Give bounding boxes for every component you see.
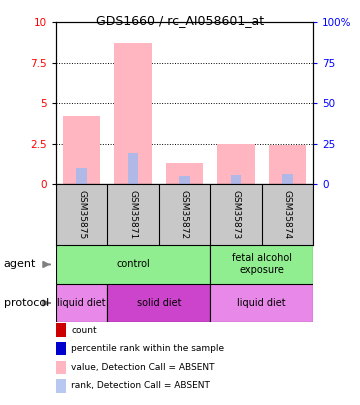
Bar	[231, 175, 241, 184]
Bar	[166, 163, 203, 184]
Bar	[210, 284, 313, 322]
Text: count: count	[71, 326, 97, 335]
Bar	[114, 43, 152, 184]
Text: solid diet: solid diet	[136, 298, 181, 308]
Bar	[63, 116, 100, 184]
Text: GSM35872: GSM35872	[180, 190, 189, 239]
Text: protocol: protocol	[4, 298, 49, 308]
Text: GSM35871: GSM35871	[129, 190, 138, 239]
Text: GDS1660 / rc_AI058601_at: GDS1660 / rc_AI058601_at	[96, 14, 264, 27]
Bar	[269, 145, 306, 184]
Bar	[107, 284, 210, 322]
Text: value, Detection Call = ABSENT: value, Detection Call = ABSENT	[71, 363, 215, 372]
Bar	[56, 284, 107, 322]
Bar	[76, 168, 87, 184]
Text: percentile rank within the sample: percentile rank within the sample	[71, 344, 224, 353]
Bar	[179, 176, 190, 184]
Bar	[217, 144, 255, 184]
Text: GSM35875: GSM35875	[77, 190, 86, 239]
Text: liquid diet: liquid diet	[57, 298, 106, 308]
Bar	[56, 245, 210, 284]
Text: liquid diet: liquid diet	[237, 298, 286, 308]
Bar	[282, 174, 293, 184]
Text: GSM35874: GSM35874	[283, 190, 292, 239]
Text: GSM35873: GSM35873	[231, 190, 240, 239]
Text: agent: agent	[4, 260, 36, 269]
Text: control: control	[116, 259, 150, 269]
Bar	[210, 245, 313, 284]
Text: fetal alcohol
exposure: fetal alcohol exposure	[232, 254, 292, 275]
Text: rank, Detection Call = ABSENT: rank, Detection Call = ABSENT	[71, 382, 210, 390]
Bar	[128, 153, 138, 184]
